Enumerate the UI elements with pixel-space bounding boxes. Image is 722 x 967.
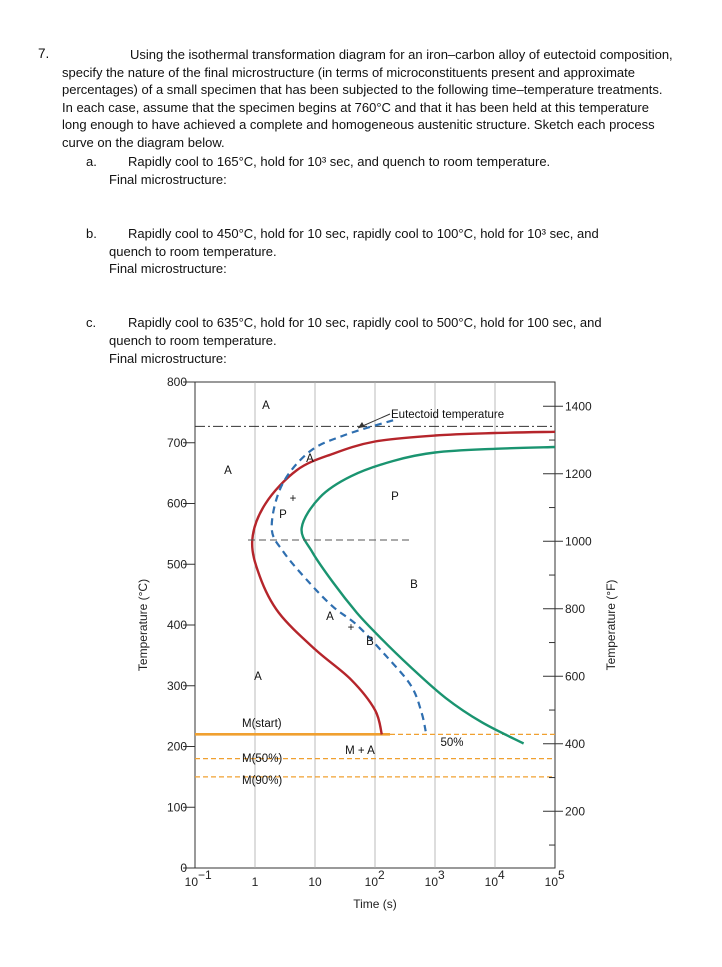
ms-start-label: M(start) [242, 718, 282, 730]
eutectoid-arrowhead [358, 422, 365, 428]
x-axis-title: Time (s) [353, 897, 397, 911]
region-label: B [410, 579, 418, 591]
part-b: b. Rapidly cool to 450°C, hold for 10 sec… [86, 225, 599, 243]
y-tick-label: 500 [167, 557, 187, 571]
part-a-label: a. [86, 154, 97, 169]
region-label: P [391, 491, 399, 503]
y-tick-label: 300 [167, 679, 187, 693]
x-tick-label: 10 [425, 875, 439, 889]
part-c: c. Rapidly cool to 635°C, hold for 10 sec… [86, 314, 602, 332]
question-number: 7. [38, 46, 50, 61]
region-label: B [366, 636, 374, 648]
y-tick-right-label: 200 [565, 804, 585, 818]
part-a: a. Rapidly cool to 165°C, hold for 10³ se… [86, 153, 550, 171]
chart-curves [195, 413, 556, 778]
y-tick-label: 400 [167, 618, 187, 632]
y-tick-label: 100 [167, 800, 187, 814]
y-tick-label: 800 [167, 375, 187, 389]
x-tick-label: 10 [545, 875, 559, 889]
part-a-text: Rapidly cool to 165°C, hold for 10³ sec,… [128, 154, 551, 169]
curve-start [250, 430, 556, 735]
x-tick-exponent: 4 [498, 868, 505, 882]
x-tick-exponent: 5 [558, 868, 565, 882]
curve-end [300, 445, 556, 745]
y-tick-right-label: 800 [565, 602, 585, 616]
ms-50-label: M(50%) [242, 753, 282, 765]
region-label: A [326, 611, 334, 623]
y-tick-label: 700 [167, 436, 187, 450]
y-tick-right-label: 1400 [565, 399, 592, 413]
part-c-text: Rapidly cool to 635°C, hold for 10 sec, … [128, 315, 602, 330]
cross-mark: + [290, 493, 297, 505]
region-label: A [254, 671, 262, 683]
y-axis-title-right: Temperature (°F) [604, 580, 618, 671]
chart-grid [194, 381, 556, 869]
x-tick-exponent: 3 [438, 868, 445, 882]
x-tick-label: 10 [365, 875, 379, 889]
y-tick-right-label: 400 [565, 737, 585, 751]
curve-50pct [270, 419, 427, 732]
region-label: M + A [345, 745, 375, 757]
eutectoid-label: Eutectoid temperature [391, 409, 504, 421]
x-tick-exponent: 2 [378, 868, 385, 882]
part-c-label: c. [86, 315, 97, 330]
y-tick-right-label: 600 [565, 669, 585, 683]
region-label: 50% [440, 737, 463, 749]
part-b-text-cont: quench to room temperature. [109, 244, 277, 259]
cross-mark: + [348, 622, 355, 634]
region-label: A [262, 400, 270, 412]
part-a-answer-label: Final microstructure: [109, 172, 227, 187]
part-b-label: b. [86, 226, 97, 241]
x-tick-label: 10 [485, 875, 499, 889]
x-tick-label: 10 [308, 875, 322, 889]
region-label: P [279, 509, 287, 521]
part-b-answer-label: Final microstructure: [109, 261, 227, 276]
part-c-answer-label: Final microstructure: [109, 351, 227, 366]
ms-90-label: M(90%) [242, 775, 282, 787]
region-label: A [224, 465, 232, 477]
region-label: A [306, 453, 314, 465]
part-b-text: Rapidly cool to 450°C, hold for 10 sec, … [128, 226, 599, 241]
x-tick-label: 10 [185, 875, 199, 889]
chart-labels: Time (s) Temperature (°C) Temperature (°F)… [136, 400, 618, 911]
y-tick-label: 0 [180, 861, 187, 875]
y-tick-label: 200 [167, 740, 187, 754]
x-tick-exponent: −1 [198, 868, 212, 882]
question-intro: Using the isothermal transformation diag… [62, 47, 673, 150]
y-tick-right-label: 1000 [565, 534, 592, 548]
y-axis-title: Temperature (°C) [136, 579, 150, 671]
part-c-text-cont: quench to room temperature. [109, 333, 277, 348]
x-tick-label: 1 [252, 875, 259, 889]
y-tick-right-label: 1200 [565, 467, 592, 481]
y-tick-label: 600 [167, 497, 187, 511]
chart-ticks: 0 100 200 300 400 500 600 700 800 200 400 600 800 100… [167, 375, 592, 889]
